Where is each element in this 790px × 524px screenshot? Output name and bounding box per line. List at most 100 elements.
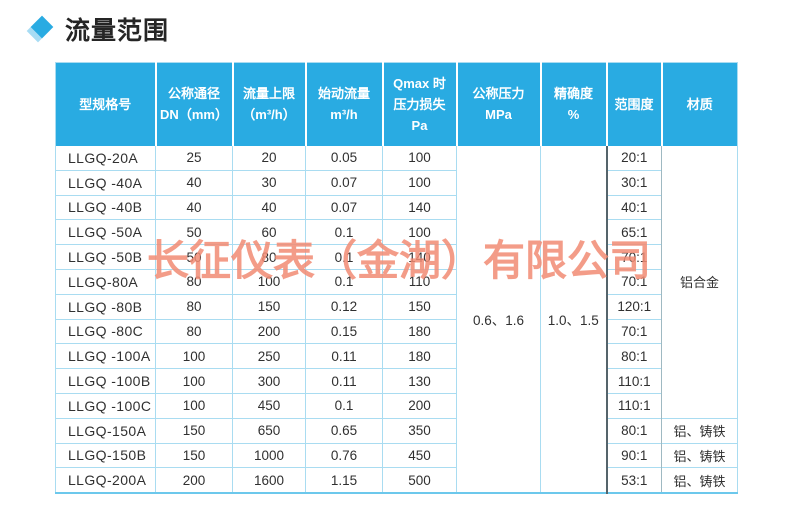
cell-range: 70:1: [605, 318, 662, 344]
cell-model: LLGQ -100C: [55, 392, 156, 419]
header-row: 型规格号 公称通径 DN（mm） 流量上限 （m³/h） 始动流量 m³/h Qmax…: [55, 62, 738, 146]
cell-model: LLGQ-200A: [55, 467, 156, 493]
cell-start-flow: 0.05: [305, 145, 383, 171]
cell-start-flow: 1.15: [305, 467, 383, 493]
cell-pressure-loss: 350: [382, 417, 457, 444]
table-row: LLGQ -100B 100 300 0.11 130 110:1: [55, 368, 738, 394]
table-row: LLGQ-20A 25 20 0.05 100 0.6、1.6 1.0、1.5 …: [55, 145, 738, 493]
cell-pressure-loss: 500: [382, 467, 457, 493]
cell-pressure-loss: 180: [382, 343, 457, 369]
header-model: 型规格号: [55, 62, 156, 146]
cell-pressure-loss: 140: [382, 194, 457, 220]
cell-model: LLGQ -100A: [55, 343, 156, 369]
cell-dn: 100: [155, 392, 233, 419]
cell-pressure-loss: 180: [382, 318, 457, 344]
flow-range-table: 型规格号 公称通径 DN（mm） 流量上限 （m³/h） 始动流量 m³/h Qmax…: [55, 62, 738, 494]
cell-range: 30:1: [605, 169, 662, 196]
header-dn: 公称通径 DN（mm）: [154, 62, 233, 146]
cell-range: 80:1: [605, 417, 662, 444]
cell-range: 65:1: [605, 219, 662, 245]
cell-start-flow: 0.15: [305, 318, 383, 344]
cell-model: LLGQ -40B: [55, 194, 156, 220]
cell-max-flow: 150: [232, 293, 306, 320]
cell-start-flow: 0.76: [305, 442, 383, 468]
cell-range: 90:1: [605, 442, 662, 468]
cell-pressure-loss: 130: [382, 368, 457, 394]
cell-dn: 80: [155, 293, 233, 320]
cell-dn: 200: [155, 467, 233, 493]
cell-max-flow: 100: [232, 268, 306, 295]
cell-model: LLGQ-20A: [55, 145, 156, 171]
cell-pressure-loss: 110: [382, 268, 457, 295]
cell-range: 20:1: [605, 145, 662, 171]
cell-start-flow: 0.07: [305, 169, 383, 196]
cell-dn: 40: [155, 169, 233, 196]
header-pressure-loss: Qmax 时压力损失 Pa: [381, 62, 457, 146]
cell-pressure-loss: 200: [382, 392, 457, 419]
cell-max-flow: 20: [232, 145, 306, 171]
cell-start-flow: 0.11: [305, 343, 383, 369]
cell-model: LLGQ -100B: [55, 368, 156, 394]
cell-model: LLGQ -40A: [55, 169, 156, 196]
header-start-flow: 始动流量 m³/h: [304, 62, 383, 146]
cell-max-flow: 200: [232, 318, 306, 344]
cell-max-flow: 1600: [232, 467, 306, 493]
cell-range: 80:1: [605, 343, 662, 369]
table-row: LLGQ -80B 80 150 0.12 150 120:1: [55, 293, 738, 320]
table-row: LLGQ -40B 40 40 0.07 140 40:1: [55, 194, 738, 220]
table-row: LLGQ -50B 50 80 0.1 140 70:1: [55, 244, 738, 270]
cell-max-flow: 80: [232, 244, 306, 270]
cell-pressure-loss: 450: [382, 442, 457, 468]
cell-dn: 50: [155, 219, 233, 245]
cell-start-flow: 0.11: [305, 368, 383, 394]
cell-range: 110:1: [605, 392, 662, 419]
cell-model: LLGQ -50A: [55, 219, 156, 245]
cell-dn: 150: [155, 442, 233, 468]
cell-dn: 100: [155, 368, 233, 394]
header-pressure: 公称压力 MPa: [455, 62, 541, 146]
cell-dn: 80: [155, 268, 233, 295]
cell-pressure-loss: 150: [382, 293, 457, 320]
cell-max-flow: 30: [232, 169, 306, 196]
cell-start-flow: 0.1: [305, 268, 383, 295]
cell-dn: 25: [155, 145, 233, 171]
table-row: LLGQ-200A 200 1600 1.15 500 53:1 铝、铸铁: [55, 467, 738, 493]
cell-max-flow: 40: [232, 194, 306, 220]
cell-dn: 150: [155, 417, 233, 444]
cell-range: 70:1: [605, 268, 662, 295]
header-accuracy: 精确度%: [539, 62, 607, 146]
cell-start-flow: 0.65: [305, 417, 383, 444]
cell-dn: 40: [155, 194, 233, 220]
cell-pressure-loss: 140: [382, 244, 457, 270]
table-row: LLGQ-150B 150 1000 0.76 450 90:1 铝、铸铁: [55, 442, 738, 468]
cell-start-flow: 0.07: [305, 194, 383, 220]
header-material: 材质: [660, 62, 738, 146]
table-row: LLGQ -100C 100 450 0.1 200 110:1: [55, 392, 738, 419]
cell-range: 110:1: [605, 368, 662, 394]
cell-model: LLGQ -50B: [55, 244, 156, 270]
cell-pressure-loss: 100: [382, 169, 457, 196]
cell-material: 铝、铸铁: [661, 417, 738, 444]
cell-model: LLGQ -80B: [55, 293, 156, 320]
table-row: LLGQ -40A 40 30 0.07 100 30:1: [55, 169, 738, 196]
cell-dn: 50: [155, 244, 233, 270]
table-row: LLGQ -50A 50 60 0.1 100 65:1: [55, 219, 738, 245]
cell-start-flow: 0.12: [305, 293, 383, 320]
table-row: LLGQ-150A 150 650 0.65 350 80:1 铝、铸铁: [55, 417, 738, 444]
cell-pressure-merged: 0.6、1.6: [456, 145, 541, 493]
cell-start-flow: 0.1: [305, 244, 383, 270]
cell-max-flow: 650: [232, 417, 306, 444]
header-max-flow: 流量上限 （m³/h）: [231, 62, 306, 146]
cell-range: 120:1: [605, 293, 662, 320]
cell-dn: 80: [155, 318, 233, 344]
cell-model: LLGQ -80C: [55, 318, 156, 344]
cell-max-flow: 60: [232, 219, 306, 245]
cell-pressure-loss: 100: [382, 219, 457, 245]
cell-range: 53:1: [605, 467, 662, 493]
cell-max-flow: 1000: [232, 442, 306, 468]
header-range: 范围度: [605, 62, 662, 146]
cell-start-flow: 0.1: [305, 392, 383, 419]
cell-model: LLGQ-150B: [55, 442, 156, 468]
cell-max-flow: 450: [232, 392, 306, 419]
table-row: LLGQ -100A 100 250 0.11 180 80:1: [55, 343, 738, 369]
